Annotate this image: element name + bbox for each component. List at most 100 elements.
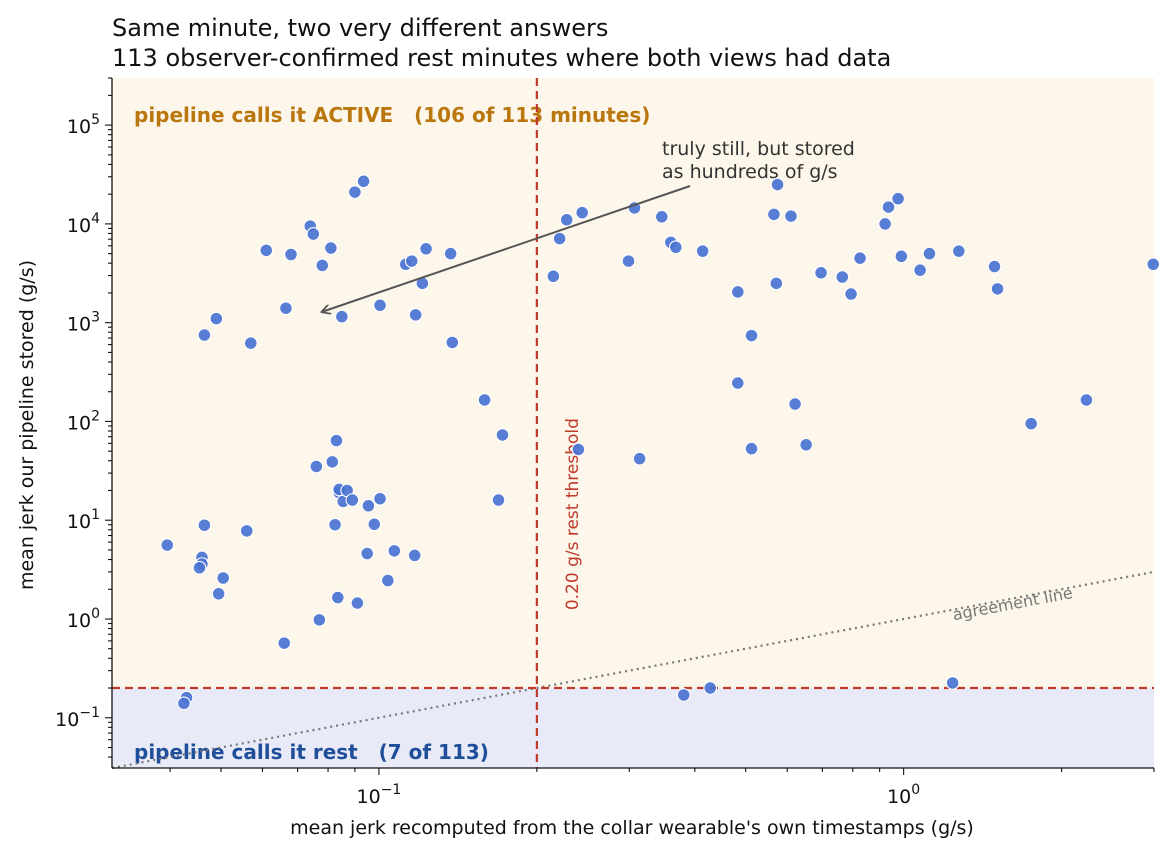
data-point <box>559 212 574 227</box>
data-point <box>360 546 375 561</box>
data-point <box>878 217 892 231</box>
data-point <box>575 205 590 220</box>
data-point <box>814 265 828 280</box>
rest-region-label: pipeline calls it rest (7 of 113) <box>134 740 489 764</box>
data-point <box>324 241 338 255</box>
active-region-label: pipeline calls it ACTIVE (106 of 113 min… <box>134 103 650 127</box>
y-tick-label: 105 <box>67 112 100 138</box>
data-point <box>367 517 382 532</box>
data-point <box>788 397 802 411</box>
data-point <box>373 298 387 313</box>
data-point <box>306 227 321 241</box>
data-point <box>945 676 960 690</box>
data-point <box>279 301 293 316</box>
data-point <box>419 241 433 256</box>
data-point <box>330 590 345 605</box>
data-point <box>987 259 1002 274</box>
data-point <box>676 688 691 702</box>
data-point <box>192 560 207 575</box>
data-point <box>197 328 212 342</box>
y-tick-label: 101 <box>67 507 100 533</box>
rest-region <box>112 688 1154 768</box>
data-point <box>881 200 896 214</box>
data-point <box>571 442 586 457</box>
data-point <box>891 191 905 206</box>
y-tick-label: 102 <box>67 408 100 434</box>
threshold-label: 0.20 g/s rest threshold <box>563 418 583 610</box>
data-point <box>668 240 683 255</box>
data-point <box>445 335 460 350</box>
y-tick-label: 103 <box>67 310 100 336</box>
data-point <box>239 524 254 538</box>
data-point <box>744 441 759 456</box>
data-point <box>730 285 745 299</box>
data-point <box>361 498 376 513</box>
data-point <box>703 681 718 695</box>
data-point <box>277 636 292 650</box>
data-point <box>243 336 258 351</box>
y-tick-label: 10−1 <box>55 705 100 731</box>
data-point <box>380 573 395 588</box>
data-point <box>546 269 561 284</box>
data-point <box>744 328 759 343</box>
data-point <box>211 586 226 601</box>
annotation-arrow <box>322 185 691 312</box>
data-point <box>407 548 422 563</box>
data-point <box>315 258 330 273</box>
data-point <box>177 696 191 711</box>
data-point <box>160 538 175 552</box>
y-tick-label: 104 <box>67 211 100 237</box>
regions-layer: pipeline calls it ACTIVE (106 of 113 min… <box>112 78 1154 768</box>
data-point <box>1079 393 1094 407</box>
data-point <box>784 209 798 223</box>
data-point <box>404 254 419 268</box>
data-point <box>443 246 458 261</box>
axes-layer: 10−1 100 10−1 100 101 102 103 104 105 <box>55 77 1155 808</box>
data-point <box>894 249 909 264</box>
annotation-text-line: truly still, but stored <box>662 138 855 160</box>
data-point <box>387 543 402 558</box>
data-point <box>853 251 867 266</box>
data-point <box>767 207 781 222</box>
data-point <box>312 613 327 627</box>
data-point <box>632 451 647 466</box>
data-point <box>209 311 224 326</box>
data-point <box>356 174 371 189</box>
data-point <box>491 493 506 507</box>
chart-subtitle: 113 observer-confirmed rest minutes wher… <box>112 44 891 72</box>
chart-title: Same minute, two very different answers <box>112 14 608 42</box>
data-point <box>284 247 298 262</box>
data-point <box>309 459 324 474</box>
data-point <box>197 518 212 533</box>
data-point <box>769 276 784 291</box>
x-axis-label: mean jerk recomputed from the collar wea… <box>290 817 974 839</box>
data-point <box>1024 416 1039 431</box>
data-point <box>552 231 567 246</box>
data-point <box>695 244 710 258</box>
data-point <box>216 571 231 585</box>
agreement-line <box>111 570 1155 770</box>
data-point <box>325 454 340 469</box>
y-tick-label: 100 <box>67 606 100 632</box>
data-point <box>951 244 966 258</box>
data-point <box>913 263 927 278</box>
data-point <box>654 209 669 224</box>
data-point <box>1146 257 1161 272</box>
data-point <box>844 287 858 301</box>
annotation-text-line: as hundreds of g/s <box>662 161 838 183</box>
data-point <box>799 437 814 452</box>
data-point <box>835 270 850 284</box>
data-point <box>621 254 636 268</box>
data-point <box>259 243 274 258</box>
data-point <box>329 433 344 448</box>
data-point <box>345 493 360 507</box>
data-point <box>495 428 510 442</box>
data-point <box>990 281 1005 296</box>
x-tick-label: 100 <box>887 782 920 808</box>
x-tick-label: 10−1 <box>356 782 401 808</box>
data-point <box>477 393 492 407</box>
data-point <box>335 309 349 324</box>
